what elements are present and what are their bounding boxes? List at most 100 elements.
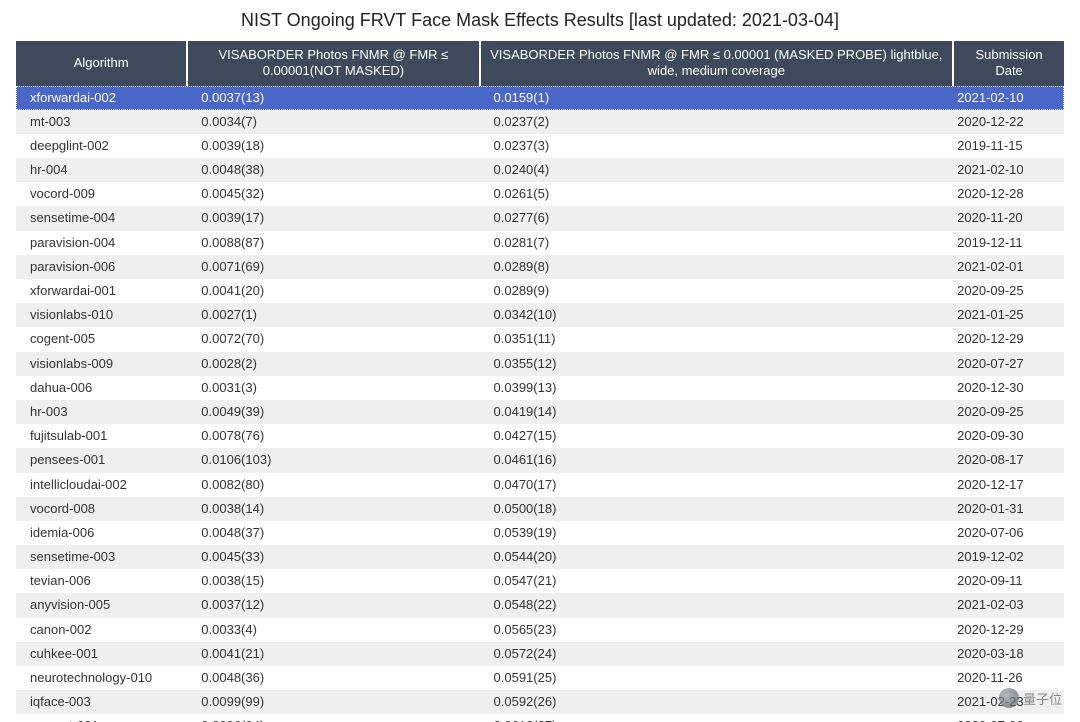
cell-algorithm: hr-003 [16, 400, 187, 424]
table-row[interactable]: vocord-0090.0045(32)0.0261(5)2020-12-28 [16, 182, 1064, 206]
cell-not-masked: 0.0071(69) [187, 255, 479, 279]
cell-algorithm: ercacat-001 [16, 714, 187, 722]
cell-algorithm: visionlabs-010 [16, 303, 187, 327]
cell-not-masked: 0.0039(18) [187, 134, 479, 158]
cell-masked: 0.0592(26) [480, 690, 954, 714]
cell-not-masked: 0.0037(13) [187, 86, 479, 110]
table-row[interactable]: iqface-0030.0099(99)0.0592(26)2021-02-23 [16, 690, 1064, 714]
cell-not-masked: 0.0037(12) [187, 593, 479, 617]
cell-not-masked: 0.0038(14) [187, 497, 479, 521]
col-date[interactable]: Submission Date [953, 41, 1064, 86]
cell-date: 2020-09-25 [953, 400, 1064, 424]
col-not-masked[interactable]: VISABORDER Photos FNMR @ FMR ≤ 0.00001(N… [187, 41, 479, 86]
table-row[interactable]: intellicloudai-0020.0082(80)0.0470(17)20… [16, 473, 1064, 497]
cell-masked: 0.0544(20) [480, 545, 954, 569]
col-algorithm[interactable]: Algorithm [16, 41, 187, 86]
table-row[interactable]: hr-0030.0049(39)0.0419(14)2020-09-25 [16, 400, 1064, 424]
table-row[interactable]: xforwardai-0010.0041(20)0.0289(9)2020-09… [16, 279, 1064, 303]
table-row[interactable]: cogent-0050.0072(70)0.0351(11)2020-12-29 [16, 327, 1064, 351]
table-row[interactable]: visionlabs-0090.0028(2)0.0355(12)2020-07… [16, 352, 1064, 376]
cell-masked: 0.0500(18) [480, 497, 954, 521]
cell-not-masked: 0.0027(1) [187, 303, 479, 327]
cell-date: 2020-12-17 [953, 473, 1064, 497]
table-row[interactable]: xforwardai-0020.0037(13)0.0159(1)2021-02… [16, 86, 1064, 110]
cell-not-masked: 0.0072(70) [187, 327, 479, 351]
cell-masked: 0.0159(1) [480, 86, 954, 110]
table-row[interactable]: deepglint-0020.0039(18)0.0237(3)2019-11-… [16, 134, 1064, 158]
cell-date: 2020-11-20 [953, 206, 1064, 230]
cell-masked: 0.0277(6) [480, 206, 954, 230]
cell-date: 2019-12-02 [953, 545, 1064, 569]
results-table: Algorithm VISABORDER Photos FNMR @ FMR ≤… [16, 41, 1064, 722]
cell-masked: 0.0399(13) [480, 376, 954, 400]
cell-not-masked: 0.0045(32) [187, 182, 479, 206]
cell-algorithm: idemia-006 [16, 521, 187, 545]
cell-not-masked: 0.0048(37) [187, 521, 479, 545]
cell-date: 2020-12-29 [953, 327, 1064, 351]
table-row[interactable]: mt-0030.0034(7)0.0237(2)2020-12-22 [16, 110, 1064, 134]
cell-algorithm: paravision-004 [16, 231, 187, 255]
cell-date: 2021-02-23 [953, 690, 1064, 714]
cell-masked: 0.0351(11) [480, 327, 954, 351]
cell-date: 2020-07-06 [953, 714, 1064, 722]
table-row[interactable]: sensetime-0030.0045(33)0.0544(20)2019-12… [16, 545, 1064, 569]
cell-masked: 0.0289(8) [480, 255, 954, 279]
table-row[interactable]: tevian-0060.0038(15)0.0547(21)2020-09-11 [16, 569, 1064, 593]
cell-algorithm: vocord-009 [16, 182, 187, 206]
cell-not-masked: 0.0082(80) [187, 473, 479, 497]
cell-date: 2019-11-15 [953, 134, 1064, 158]
cell-algorithm: pensees-001 [16, 448, 187, 472]
cell-masked: 0.0548(22) [480, 593, 954, 617]
table-row[interactable]: neurotechnology-0100.0048(36)0.0591(25)2… [16, 666, 1064, 690]
cell-date: 2020-11-26 [953, 666, 1064, 690]
cell-not-masked: 0.0106(103) [187, 448, 479, 472]
cell-not-masked: 0.0033(4) [187, 618, 479, 642]
cell-algorithm: anyvision-005 [16, 593, 187, 617]
table-row[interactable]: sensetime-0040.0039(17)0.0277(6)2020-11-… [16, 206, 1064, 230]
cell-not-masked: 0.0041(20) [187, 279, 479, 303]
table-row[interactable]: dahua-0060.0031(3)0.0399(13)2020-12-30 [16, 376, 1064, 400]
table-row[interactable]: pensees-0010.0106(103)0.0461(16)2020-08-… [16, 448, 1064, 472]
table-row[interactable]: paravision-0040.0088(87)0.0281(7)2019-12… [16, 231, 1064, 255]
table-body: xforwardai-0020.0037(13)0.0159(1) 2021-02… [16, 86, 1064, 722]
cell-algorithm: xforwardai-002 [16, 86, 187, 110]
cell-masked: 0.0289(9) [480, 279, 954, 303]
cell-date: 2020-08-17 [953, 448, 1064, 472]
table-row[interactable]: vocord-0080.0038(14)0.0500(18)2020-01-31 [16, 497, 1064, 521]
cell-algorithm: mt-003 [16, 110, 187, 134]
cell-algorithm: xforwardai-001 [16, 279, 187, 303]
table-row[interactable]: paravision-0060.0071(69)0.0289(8)2021-02… [16, 255, 1064, 279]
cell-masked: 0.0419(14) [480, 400, 954, 424]
table-row[interactable]: anyvision-0050.0037(12)0.0548(22)2021-02… [16, 593, 1064, 617]
cell-date: 2020-07-06 [953, 521, 1064, 545]
cell-not-masked: 0.0088(87) [187, 231, 479, 255]
cell-not-masked: 0.0049(39) [187, 400, 479, 424]
cell-date: 2021-02-03 [953, 593, 1064, 617]
cell-not-masked: 0.0039(17) [187, 206, 479, 230]
table-row[interactable]: idemia-0060.0048(37)0.0539(19)2020-07-06 [16, 521, 1064, 545]
cell-date: 2020-07-27 [953, 352, 1064, 376]
cell-not-masked: 0.0028(2) [187, 352, 479, 376]
table-row[interactable]: ercacat-0010.0096(94)0.0616(27)2020-07-0… [16, 714, 1064, 722]
cell-masked: 0.0261(5) [480, 182, 954, 206]
table-row[interactable]: canon-0020.0033(4)0.0565(23)2020-12-29 [16, 618, 1064, 642]
cell-not-masked: 0.0099(99) [187, 690, 479, 714]
table-row[interactable]: fujitsulab-0010.0078(76)0.0427(15)2020-0… [16, 424, 1064, 448]
cell-not-masked: 0.0096(94) [187, 714, 479, 722]
table-row[interactable]: hr-0040.0048(38)0.0240(4)2021-02-10 [16, 158, 1064, 182]
cell-algorithm: hr-004 [16, 158, 187, 182]
cell-masked: 0.0427(15) [480, 424, 954, 448]
table-row[interactable]: visionlabs-0100.0027(1)0.0342(10)2021-01… [16, 303, 1064, 327]
cell-algorithm: cuhkee-001 [16, 642, 187, 666]
cell-masked: 0.0470(17) [480, 473, 954, 497]
table-header: Algorithm VISABORDER Photos FNMR @ FMR ≤… [16, 41, 1064, 86]
cell-not-masked: 0.0031(3) [187, 376, 479, 400]
cell-not-masked: 0.0045(33) [187, 545, 479, 569]
cell-not-masked: 0.0048(36) [187, 666, 479, 690]
cell-date: 2019-12-11 [953, 231, 1064, 255]
table-row[interactable]: cuhkee-0010.0041(21)0.0572(24)2020-03-18 [16, 642, 1064, 666]
cell-date: 2021-02-01 [953, 255, 1064, 279]
col-masked[interactable]: VISABORDER Photos FNMR @ FMR ≤ 0.00001 (… [480, 41, 954, 86]
cell-masked: 0.0565(23) [480, 618, 954, 642]
cell-algorithm: fujitsulab-001 [16, 424, 187, 448]
